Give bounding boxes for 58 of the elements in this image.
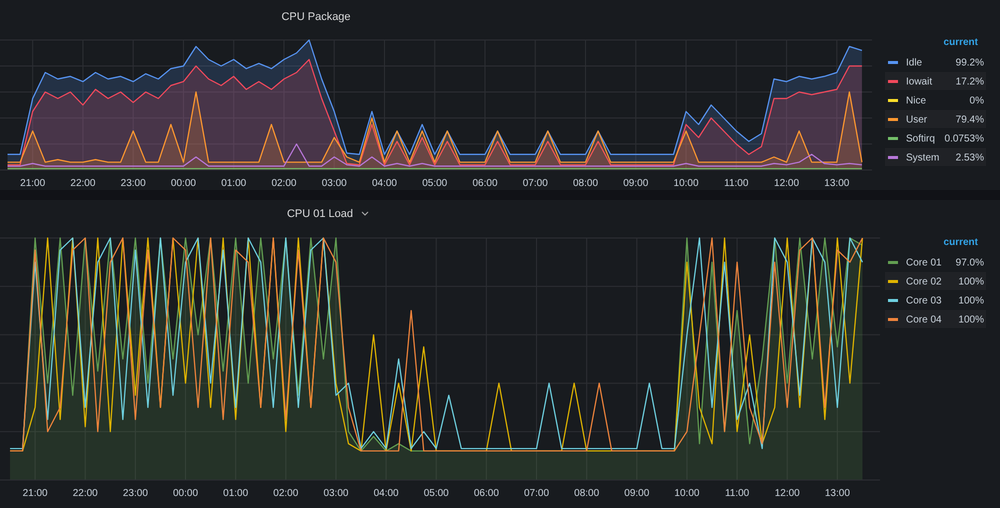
x-tick-label: 13:00 xyxy=(824,178,850,189)
legend-title: current xyxy=(944,37,979,48)
legend-label: Core 01 xyxy=(906,258,942,268)
x-tick-label: 01:00 xyxy=(223,488,249,499)
x-tick-label: 23:00 xyxy=(120,178,146,189)
x-tick-label: 21:00 xyxy=(20,178,46,189)
chart-title: CPU Package xyxy=(281,11,351,23)
x-tick-label: 06:00 xyxy=(474,488,500,499)
x-tick-label: 03:00 xyxy=(323,488,349,499)
text: 17.2% xyxy=(956,76,984,88)
x-tick-label: 02:00 xyxy=(271,178,297,189)
text: 2.53% xyxy=(956,152,984,164)
x-tick-label: 11:00 xyxy=(724,178,749,189)
legend-label: Idle xyxy=(906,58,923,68)
text: 79.4% xyxy=(956,114,984,126)
legend-label: User xyxy=(906,114,928,126)
x-tick-label: 09:00 xyxy=(624,488,650,499)
legend-label: System xyxy=(906,152,940,164)
x-tick-label: 21:00 xyxy=(22,488,48,499)
text: 99.2% xyxy=(956,58,984,68)
text: 100% xyxy=(958,296,984,306)
text: 97.0% xyxy=(956,258,984,268)
chart-title: CPU 01 Load xyxy=(286,208,354,220)
x-tick-label: 22:00 xyxy=(72,488,98,499)
text: 0.0753% xyxy=(944,134,984,144)
x-tick-label: 22:00 xyxy=(70,178,96,189)
x-tick-label: 01:00 xyxy=(221,178,247,189)
x-tick-label: 02:00 xyxy=(273,488,299,499)
x-tick-label: 07:00 xyxy=(524,488,550,499)
x-tick-label: 07:00 xyxy=(522,178,548,189)
x-tick-label: 04:00 xyxy=(372,178,398,189)
legend-label: Iowait xyxy=(906,76,932,88)
x-tick-label: 11:00 xyxy=(724,488,750,499)
legend-label: Core 02 xyxy=(906,276,942,288)
x-tick-label: 00:00 xyxy=(170,178,196,189)
x-tick-label: 00:00 xyxy=(173,488,198,499)
legend-label: Nice xyxy=(906,96,926,106)
text: 0% xyxy=(970,96,984,106)
x-tick-label: 12:00 xyxy=(774,488,800,499)
x-tick-label: 23:00 xyxy=(122,488,148,499)
text: 100% xyxy=(958,276,984,288)
legend-label: Core 04 xyxy=(906,314,942,326)
x-tick-label: 10:00 xyxy=(674,488,700,499)
x-tick-label: 13:00 xyxy=(824,488,850,499)
x-tick-label: 09:00 xyxy=(623,178,649,189)
x-tick-label: 05:00 xyxy=(422,178,448,189)
legend-label: Softirq xyxy=(906,134,935,144)
x-tick-label: 05:00 xyxy=(424,488,450,499)
x-tick-label: 03:00 xyxy=(322,178,348,189)
x-tick-label: 08:00 xyxy=(573,178,598,189)
x-tick-label: 08:00 xyxy=(574,488,600,499)
x-tick-label: 06:00 xyxy=(472,178,498,189)
x-tick-label: 12:00 xyxy=(774,178,800,189)
x-tick-label: 10:00 xyxy=(674,178,699,189)
legend-title: current xyxy=(944,237,979,248)
x-tick-label: 04:00 xyxy=(374,488,400,499)
legend-label: Core 03 xyxy=(906,296,942,306)
text: 100% xyxy=(958,314,984,326)
